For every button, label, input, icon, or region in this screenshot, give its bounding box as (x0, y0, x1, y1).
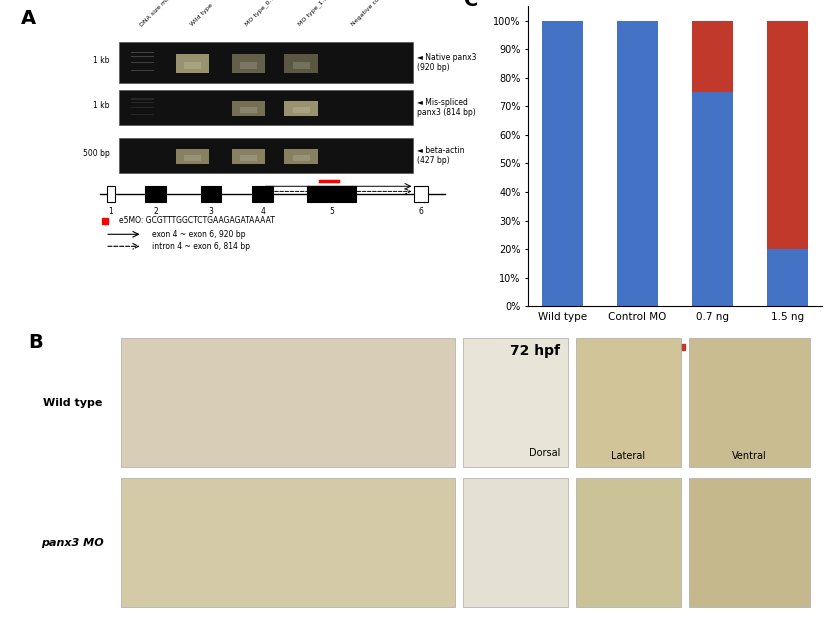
Bar (131, 107, 154, 108)
Text: panx3 MO: panx3 MO (42, 538, 105, 548)
Bar (463, 338, 568, 467)
Bar (692, 92, 733, 306)
Bar (240, 155, 256, 161)
Text: 1 kb: 1 kb (93, 101, 110, 111)
Text: 72 hpf: 72 hpf (510, 344, 560, 358)
Text: B: B (29, 333, 43, 352)
Text: intron 4 ~ exon 6, 814 bp: intron 4 ~ exon 6, 814 bp (152, 242, 250, 251)
Bar (120, 42, 413, 83)
Bar (767, 249, 808, 306)
Text: Wild type: Wild type (189, 3, 213, 27)
Bar (120, 138, 413, 173)
Bar (576, 338, 681, 467)
Text: Ventral: Ventral (732, 451, 767, 461)
Text: DNA size marker: DNA size marker (139, 0, 180, 27)
Bar (131, 98, 154, 100)
Bar (252, 185, 273, 202)
Bar (131, 114, 154, 115)
Text: Dorsal: Dorsal (529, 448, 560, 458)
Bar (120, 90, 413, 125)
Text: ◄ Native panx3
(920 bp): ◄ Native panx3 (920 bp) (417, 53, 477, 72)
Text: 5: 5 (330, 207, 334, 215)
Text: e5MO: GCGTTTGGCTCTGAAGAGATAAAAT: e5MO: GCGTTTGGCTCTGAAGAGATAAAAT (120, 216, 275, 225)
Text: 6: 6 (419, 207, 423, 215)
Bar (240, 62, 256, 69)
Bar (176, 149, 209, 164)
Legend: Wild type, panx3 MO: Wild type, panx3 MO (608, 340, 741, 356)
Bar (232, 55, 265, 73)
Bar (131, 62, 154, 63)
Text: exon 4 ~ exon 6, 920 bp: exon 4 ~ exon 6, 920 bp (152, 230, 245, 239)
Bar (131, 56, 154, 57)
Bar (692, 21, 733, 92)
Text: MO type_1.5 ng: MO type_1.5 ng (297, 0, 336, 27)
Bar (414, 185, 428, 202)
Bar (689, 338, 809, 467)
Text: A: A (22, 9, 37, 28)
Text: 500 bp: 500 bp (83, 149, 110, 158)
Text: Wild type: Wild type (43, 398, 103, 408)
Text: ◄ beta-actin
(427 bp): ◄ beta-actin (427 bp) (417, 146, 465, 165)
Text: 1 kb: 1 kb (93, 56, 110, 65)
Bar (293, 107, 310, 113)
Bar (307, 185, 356, 202)
Bar (689, 479, 809, 607)
Text: Lateral: Lateral (612, 451, 646, 461)
Bar (542, 21, 583, 306)
Bar (131, 70, 154, 72)
Text: Negative control: Negative control (350, 0, 391, 27)
Bar (617, 21, 658, 306)
Bar (293, 155, 310, 161)
Text: MO type_0.7 ng: MO type_0.7 ng (244, 0, 283, 27)
Bar (285, 100, 318, 116)
Bar (121, 338, 456, 467)
Text: 3: 3 (208, 207, 213, 215)
Bar (285, 149, 318, 164)
Bar (184, 155, 201, 161)
Text: 2: 2 (154, 207, 158, 215)
Bar (293, 62, 310, 69)
Bar (131, 102, 154, 103)
Bar (176, 55, 209, 73)
Bar (121, 479, 456, 607)
Bar (232, 149, 265, 164)
Bar (463, 479, 568, 607)
Bar (184, 62, 201, 69)
Bar (285, 55, 318, 73)
Text: 1: 1 (109, 207, 113, 215)
Bar (240, 107, 256, 113)
Bar (232, 100, 265, 116)
Text: C: C (464, 0, 478, 10)
Bar (201, 185, 222, 202)
Bar (145, 185, 166, 202)
Bar (106, 185, 115, 202)
Text: 4: 4 (260, 207, 265, 215)
Text: ◄ Mis-spliced
panx3 (814 bp): ◄ Mis-spliced panx3 (814 bp) (417, 98, 476, 117)
Bar (131, 51, 154, 53)
Bar (767, 21, 808, 249)
Bar (576, 479, 681, 607)
